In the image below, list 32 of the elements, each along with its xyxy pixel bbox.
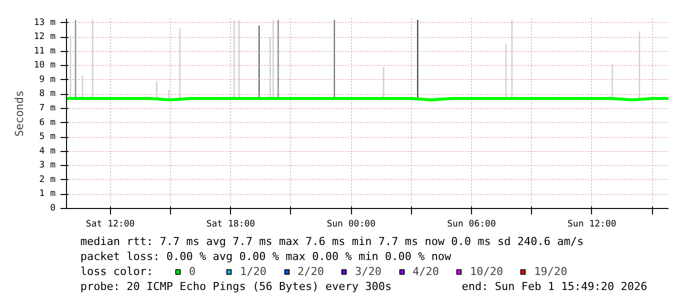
y-tick-label: 3 m — [39, 160, 56, 171]
y-tick-label: 4 m — [39, 146, 56, 156]
legend-label: 3/20 — [355, 265, 382, 278]
text: probe: 20 ICMP Echo Pings (56 Bytes) every 300s — [80, 280, 392, 293]
y-tick-label: 1 m — [39, 189, 56, 200]
legend-label: 1/20 — [240, 265, 266, 278]
legend-label: 10/20 — [470, 265, 504, 278]
legend-label: 4/20 — [412, 265, 439, 278]
x-tick-label: Sun 12:00 — [568, 220, 616, 230]
y-tick-label: 6 m — [39, 118, 56, 128]
y-tick-label: 10 m — [34, 60, 56, 71]
y-tick-label: 12 m — [34, 32, 56, 42]
x-tick-label: Sun 06:00 — [447, 220, 496, 230]
y-tick-label: 11 m — [34, 46, 56, 56]
x-tick-label: Sat 12:00 — [86, 220, 135, 230]
legend-label: 2/20 — [298, 265, 324, 278]
y-axis-title: Seconds — [12, 90, 26, 137]
y-tick-label: 2 m — [39, 174, 56, 185]
y-tick-label: 13 m — [34, 18, 56, 28]
text: packet loss: 0.00 % avg 0.00 % max 0.00 % min 0.00 % now — [80, 250, 452, 263]
legend-label: 0 — [189, 265, 197, 278]
y-tick-label: 0 — [50, 204, 56, 214]
y-tick-label: 9 m — [39, 74, 56, 85]
y-tick-label: 5 m — [39, 132, 56, 142]
legend-title: loss color: — [80, 265, 154, 278]
text: end: Sun Feb 1 15:49:20 2026 — [462, 280, 648, 293]
y-tick-label: 7 m — [39, 104, 56, 114]
x-tick-label: Sun 00:00 — [326, 220, 376, 230]
y-tick-label: 8 m — [39, 89, 56, 100]
x-tick-label: Sat 18:00 — [206, 220, 256, 230]
legend-label: 19/20 — [534, 265, 568, 278]
text: median rtt: 7.7 ms avg 7.7 ms max 7.6 ms min 7.7 ms now 0.0 ms sd 240.6 am/s — [80, 235, 584, 248]
